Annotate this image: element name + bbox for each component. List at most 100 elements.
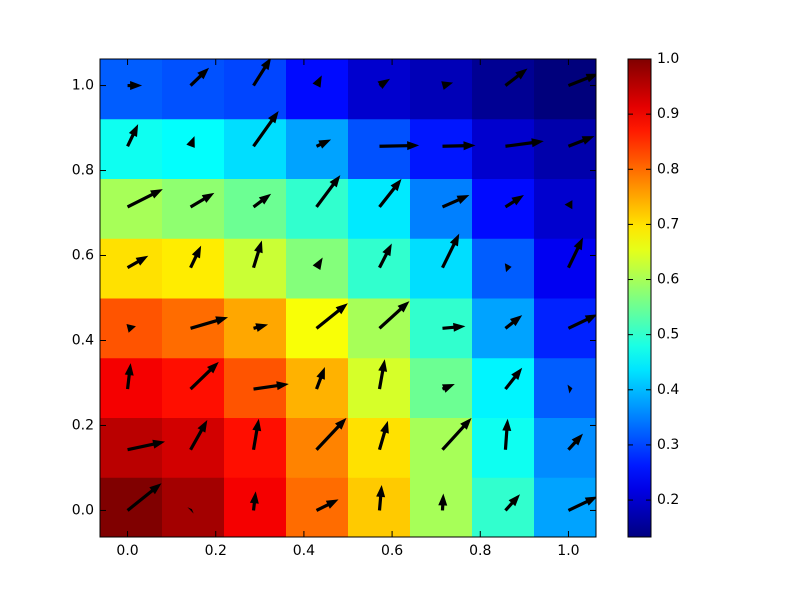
colorbar-tick-label: 0.8	[657, 161, 679, 177]
heat-cell	[162, 178, 225, 239]
arrow	[441, 81, 454, 90]
colorbar	[627, 58, 652, 538]
x-tick-label: 0.8	[469, 543, 491, 559]
arrow	[189, 245, 202, 269]
heat-cell	[286, 238, 349, 299]
arrow	[189, 419, 208, 451]
arrow	[379, 141, 420, 151]
arrow	[252, 193, 272, 209]
arrow	[312, 75, 322, 88]
arrow	[251, 418, 262, 450]
heat-cell	[410, 59, 473, 120]
arrow	[377, 420, 389, 451]
heat-cell	[286, 118, 349, 179]
heat-cell	[410, 298, 473, 359]
heat-cell	[224, 118, 287, 179]
arrow	[504, 367, 523, 391]
arrow	[186, 136, 195, 148]
arrow	[312, 257, 323, 270]
x-tick-label: 0.2	[205, 543, 227, 559]
heat-cell	[534, 118, 597, 179]
arrow	[126, 255, 149, 270]
arrow	[504, 494, 520, 512]
y-tick-label: 0.2	[72, 417, 94, 433]
arrow	[127, 81, 143, 91]
heat-cell	[472, 477, 535, 538]
arrow	[378, 178, 402, 208]
y-tick-label: 0.8	[72, 163, 94, 179]
arrow	[377, 359, 388, 390]
arrow	[441, 417, 472, 451]
heat-cell	[534, 178, 597, 239]
colorbar-tick-label: 0.5	[657, 327, 679, 343]
arrow	[315, 175, 341, 208]
arrow	[253, 323, 269, 332]
heat-cell	[224, 238, 287, 299]
arrow	[126, 189, 163, 209]
arrow	[504, 315, 523, 330]
arrow	[567, 384, 573, 394]
y-tick-label: 0.0	[72, 502, 94, 518]
arrow	[251, 240, 263, 269]
arrow	[315, 366, 325, 390]
arrow	[567, 136, 595, 148]
heat-cell	[410, 118, 473, 179]
heat-cell	[472, 178, 535, 239]
heat-cell	[348, 59, 411, 120]
heat-cell	[410, 357, 473, 418]
arrow	[504, 68, 528, 87]
heat-cell	[348, 238, 411, 299]
colorbar-tick-label: 0.9	[657, 106, 679, 122]
arrow	[376, 484, 386, 511]
y-tick-label: 0.4	[72, 332, 94, 348]
arrow	[315, 303, 348, 330]
heat-cell	[162, 59, 225, 120]
arrow	[252, 59, 272, 87]
arrow	[126, 483, 162, 512]
heat-cell	[162, 118, 225, 179]
arrow	[505, 138, 544, 148]
heat-cell	[534, 59, 597, 120]
arrow	[441, 195, 470, 209]
arrow	[442, 141, 476, 151]
heat-cell	[348, 118, 411, 179]
arrow	[504, 263, 512, 273]
x-tick-label: 0.4	[293, 543, 315, 559]
heat-cell	[472, 417, 535, 478]
arrow	[127, 439, 166, 452]
heat-cell	[100, 118, 163, 179]
arrow	[567, 496, 596, 512]
heat-cell	[472, 238, 535, 299]
axes-frame	[99, 58, 597, 538]
arrow	[567, 73, 596, 88]
y-tick-label: 1.0	[72, 78, 94, 94]
arrow	[190, 316, 229, 330]
y-tick-label: 0.6	[72, 248, 94, 264]
arrow	[567, 314, 596, 330]
arrow	[378, 243, 392, 269]
x-tick-label: 0.0	[116, 543, 138, 559]
arrow	[567, 237, 583, 269]
heat-cell	[100, 178, 163, 239]
arrow	[249, 491, 259, 511]
arrow	[378, 301, 410, 330]
heat-cell	[286, 59, 349, 120]
quiver	[124, 59, 596, 514]
arrow	[124, 363, 134, 390]
arrow	[189, 361, 219, 391]
heat-cell	[534, 417, 597, 478]
arrow	[252, 111, 279, 148]
arrow	[189, 67, 210, 87]
arrow	[126, 323, 136, 333]
arrow	[126, 124, 139, 147]
heat-cell	[472, 357, 535, 418]
colorbar-tick-label: 1.0	[657, 51, 679, 67]
arrow	[377, 78, 391, 90]
arrow	[504, 195, 524, 209]
heat-cell	[472, 118, 535, 179]
arrow	[189, 192, 215, 209]
heat-cell	[286, 178, 349, 239]
colorbar-tick-label: 0.2	[657, 492, 679, 508]
